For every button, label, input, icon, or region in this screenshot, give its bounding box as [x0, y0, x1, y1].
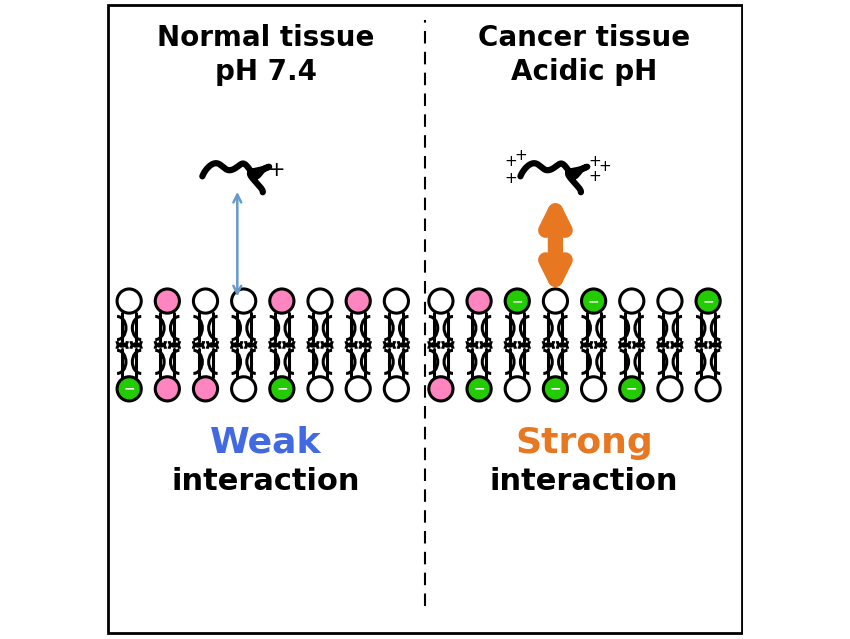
Circle shape — [308, 377, 332, 401]
Circle shape — [428, 377, 453, 401]
Circle shape — [308, 289, 332, 313]
Circle shape — [269, 377, 294, 401]
Text: −: − — [512, 294, 523, 308]
Circle shape — [620, 377, 643, 401]
Text: +: + — [588, 154, 601, 169]
Text: Normal tissue
pH 7.4: Normal tissue pH 7.4 — [157, 24, 375, 86]
Circle shape — [384, 289, 409, 313]
Circle shape — [581, 289, 606, 313]
Text: +: + — [268, 160, 286, 180]
Text: interaction: interaction — [490, 467, 678, 496]
Circle shape — [117, 289, 141, 313]
Text: Weak: Weak — [210, 426, 321, 459]
Circle shape — [384, 377, 409, 401]
Circle shape — [156, 377, 179, 401]
Text: Cancer tissue
Acidic pH: Cancer tissue Acidic pH — [478, 24, 690, 86]
Circle shape — [696, 289, 720, 313]
Circle shape — [505, 377, 530, 401]
Text: +: + — [505, 154, 518, 169]
Text: +: + — [598, 159, 611, 174]
Circle shape — [543, 377, 568, 401]
Text: −: − — [123, 382, 135, 396]
Text: +: + — [514, 148, 527, 163]
Circle shape — [117, 377, 141, 401]
Circle shape — [231, 377, 256, 401]
Circle shape — [194, 377, 218, 401]
Circle shape — [467, 289, 491, 313]
Circle shape — [505, 289, 530, 313]
Circle shape — [658, 377, 682, 401]
Text: −: − — [626, 382, 638, 396]
Circle shape — [581, 377, 606, 401]
Circle shape — [620, 289, 643, 313]
Circle shape — [428, 289, 453, 313]
Text: −: − — [588, 294, 599, 308]
Text: +: + — [505, 171, 518, 186]
Circle shape — [658, 289, 682, 313]
Text: −: − — [550, 382, 561, 396]
Text: Strong: Strong — [515, 426, 653, 459]
Circle shape — [346, 377, 371, 401]
Circle shape — [696, 377, 720, 401]
Circle shape — [194, 289, 218, 313]
Circle shape — [231, 289, 256, 313]
Text: +: + — [588, 169, 601, 184]
Text: −: − — [702, 294, 714, 308]
Text: −: − — [276, 382, 287, 396]
Circle shape — [156, 289, 179, 313]
Circle shape — [269, 289, 294, 313]
Text: interaction: interaction — [172, 467, 360, 496]
Circle shape — [467, 377, 491, 401]
Circle shape — [346, 289, 371, 313]
Text: −: − — [473, 382, 484, 396]
Circle shape — [543, 289, 568, 313]
